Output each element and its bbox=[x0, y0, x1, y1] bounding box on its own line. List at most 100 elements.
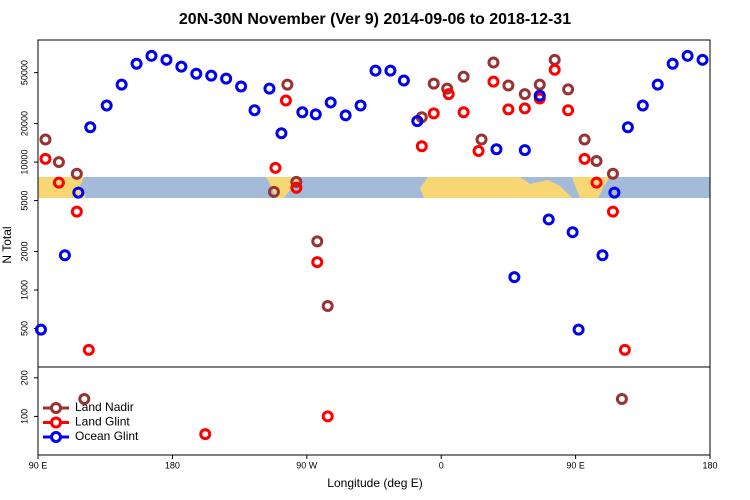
point bbox=[84, 121, 97, 134]
point bbox=[427, 107, 440, 120]
point bbox=[160, 53, 173, 66]
point bbox=[590, 154, 603, 167]
point bbox=[263, 82, 276, 95]
point bbox=[472, 145, 485, 158]
y-tick-label: 1000 bbox=[19, 280, 29, 300]
point bbox=[175, 60, 188, 73]
chart-title: 20N-30N November (Ver 9) 2014-09-06 to 2… bbox=[179, 11, 571, 28]
point bbox=[267, 185, 280, 198]
point bbox=[72, 186, 85, 199]
point bbox=[457, 106, 470, 119]
x-tick-label: 90 E bbox=[566, 460, 585, 470]
y-tick-label: 20000 bbox=[19, 111, 29, 136]
point bbox=[490, 143, 503, 156]
point bbox=[636, 99, 649, 112]
point bbox=[82, 343, 95, 356]
point bbox=[34, 323, 47, 336]
point bbox=[279, 94, 292, 107]
point bbox=[70, 205, 83, 218]
point bbox=[296, 106, 309, 119]
point bbox=[681, 49, 694, 62]
point bbox=[269, 161, 282, 174]
point bbox=[275, 127, 288, 140]
land bbox=[420, 177, 572, 198]
point bbox=[290, 181, 303, 194]
point bbox=[596, 249, 609, 262]
point bbox=[190, 67, 203, 80]
y-tick-label: 10000 bbox=[19, 150, 29, 175]
point bbox=[145, 49, 158, 62]
y-tick-label: 100 bbox=[19, 409, 29, 424]
point bbox=[590, 176, 603, 189]
point bbox=[290, 175, 303, 188]
point bbox=[562, 104, 575, 117]
point bbox=[100, 99, 113, 112]
point bbox=[502, 103, 515, 116]
point bbox=[415, 140, 428, 153]
point bbox=[475, 133, 488, 146]
x-tick-label: 90 W bbox=[296, 460, 318, 470]
point bbox=[39, 152, 52, 165]
point bbox=[39, 133, 52, 146]
point bbox=[442, 88, 455, 101]
legend-marker bbox=[50, 402, 62, 414]
legend-label: Ocean Glint bbox=[75, 429, 139, 443]
point bbox=[369, 64, 382, 77]
point bbox=[533, 78, 546, 91]
y-tick-label: 2000 bbox=[19, 241, 29, 261]
point bbox=[502, 79, 515, 92]
x-tick-label: 90 E bbox=[29, 460, 48, 470]
point bbox=[615, 393, 628, 406]
point bbox=[52, 176, 65, 189]
point bbox=[235, 80, 248, 93]
point bbox=[311, 235, 324, 248]
point bbox=[115, 78, 128, 91]
point bbox=[562, 83, 575, 96]
point bbox=[324, 96, 337, 109]
y-tick-label: 500 bbox=[19, 321, 29, 336]
point bbox=[220, 72, 233, 85]
point bbox=[566, 226, 579, 239]
legend-label: Land Nadir bbox=[75, 400, 134, 414]
point bbox=[311, 256, 324, 269]
point bbox=[578, 133, 591, 146]
y-axis-label: N Total bbox=[0, 226, 14, 263]
point bbox=[397, 74, 410, 87]
point bbox=[518, 144, 531, 157]
point bbox=[608, 186, 621, 199]
point bbox=[199, 428, 212, 441]
point bbox=[578, 152, 591, 165]
point bbox=[281, 78, 294, 91]
point bbox=[427, 77, 440, 90]
point bbox=[518, 102, 531, 115]
y-tick-label: 200 bbox=[19, 370, 29, 385]
legend-marker bbox=[50, 431, 62, 443]
point bbox=[321, 410, 334, 423]
point bbox=[508, 271, 521, 284]
point bbox=[457, 70, 470, 83]
point bbox=[696, 53, 709, 66]
point bbox=[58, 249, 71, 262]
frame bbox=[37, 39, 711, 456]
legend-marker bbox=[50, 416, 62, 429]
point bbox=[572, 323, 585, 336]
point bbox=[487, 75, 500, 88]
y-tick-label: 5000 bbox=[19, 191, 29, 211]
point bbox=[606, 167, 619, 180]
map-band bbox=[38, 177, 710, 198]
point bbox=[321, 299, 334, 312]
point bbox=[533, 89, 546, 102]
point bbox=[518, 88, 531, 101]
point bbox=[248, 104, 261, 117]
point bbox=[548, 53, 561, 66]
point bbox=[339, 109, 352, 122]
point bbox=[548, 63, 561, 76]
point bbox=[542, 213, 555, 226]
point bbox=[441, 82, 454, 95]
point bbox=[651, 78, 664, 91]
point bbox=[487, 56, 500, 69]
legend-label: Land Glint bbox=[75, 415, 130, 429]
x-axis-label: Longitude (deg E) bbox=[327, 476, 422, 490]
point bbox=[52, 156, 65, 169]
